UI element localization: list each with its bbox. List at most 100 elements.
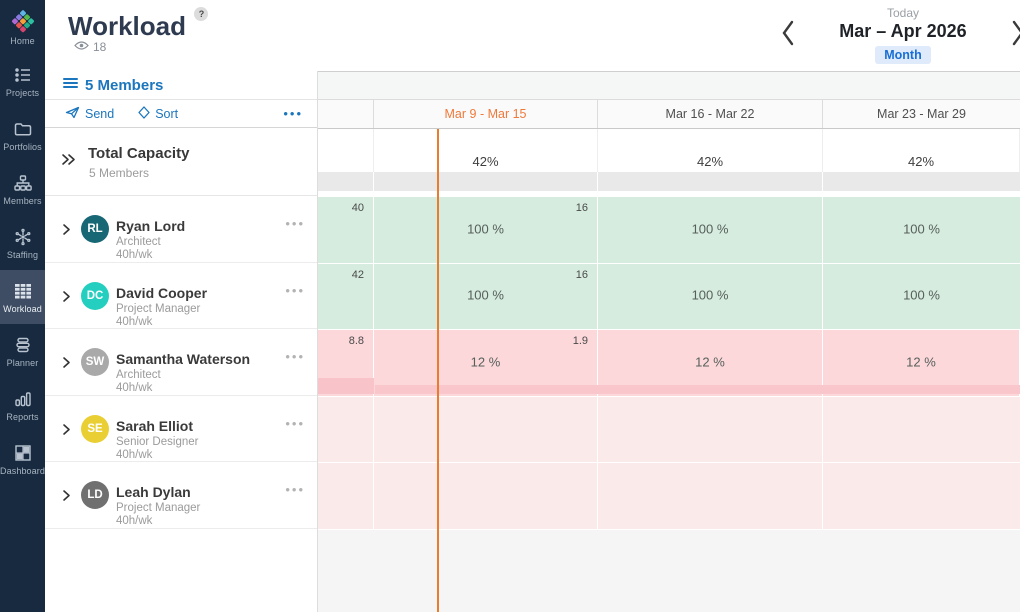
period-selector: Today Mar – Apr 2026 Month	[813, 6, 993, 64]
workload-cell[interactable]	[318, 396, 374, 462]
workload-cell[interactable]: 100 %	[598, 263, 823, 329]
week-header[interactable]: Mar 23 - Mar 29	[877, 107, 966, 121]
total-capacity-title: Total Capacity	[88, 145, 190, 162]
workload-cell[interactable]: 100 %	[823, 263, 1020, 329]
row-chevron-icon[interactable]	[62, 423, 71, 441]
sidebar-item-portfolios[interactable]: Portfolios	[0, 108, 45, 162]
total-capacity-row[interactable]: Total Capacity 5 Members	[45, 128, 317, 196]
row-chevron-icon[interactable]	[62, 356, 71, 374]
capacity-cell[interactable]: 42%	[598, 129, 823, 172]
menu-list-icon[interactable]	[63, 76, 78, 94]
member-hours: 40h/wk	[116, 249, 153, 261]
capacity-cell[interactable]: 42%	[374, 129, 598, 172]
row-chevron-icon[interactable]	[62, 290, 71, 308]
workload-cell[interactable]	[823, 463, 1020, 529]
workload-row-sarah-elliot	[318, 396, 1020, 463]
workload-cell[interactable]: 16 100 %	[374, 197, 598, 263]
sidebar-item-home[interactable]: Home	[0, 0, 45, 54]
member-more-options-icon[interactable]: •••	[285, 482, 305, 497]
panel-more-options-icon[interactable]: •••	[283, 105, 303, 121]
expand-all-icon[interactable]	[61, 153, 76, 171]
member-name: Ryan Lord	[116, 218, 186, 234]
allocation-percent: 100 %	[903, 221, 940, 237]
scheduled-hours: 1.9	[572, 335, 588, 347]
member-hours: 40h/wk	[116, 515, 153, 527]
row-chevron-icon[interactable]	[62, 489, 71, 507]
members-count-label[interactable]: 5 Members	[85, 76, 164, 94]
row-chevron-icon[interactable]	[62, 223, 71, 241]
member-more-options-icon[interactable]: •••	[285, 415, 305, 431]
week-header[interactable]: Mar 16 - Mar 22	[598, 100, 823, 128]
workload-row-samantha-waterson: 8.8 1.9 12 % 12 % 12 %	[318, 330, 1020, 397]
workload-cell[interactable]	[823, 396, 1020, 462]
workload-cell[interactable]: 42	[318, 263, 374, 329]
member-row-david-cooper[interactable]: DC David Cooper Project Manager 40h/wk •…	[45, 263, 317, 329]
page-title: Workload	[68, 11, 186, 41]
sidebar-item-planner[interactable]: Planner	[0, 324, 45, 378]
workload-cell[interactable]: 100 %	[598, 197, 823, 263]
workload-cell[interactable]	[598, 463, 823, 529]
scheduled-hours: 16	[575, 202, 588, 214]
workload-cell[interactable]	[374, 463, 598, 529]
chevron-left-icon	[780, 19, 796, 50]
today-marker-line	[437, 129, 439, 612]
send-plane-icon	[65, 106, 80, 122]
member-more-options-icon[interactable]: •••	[285, 349, 305, 364]
workload-cell[interactable]	[318, 463, 374, 529]
member-name: Leah Dylan	[116, 484, 191, 500]
allocation-bar	[318, 377, 374, 394]
member-role: Project Manager	[116, 502, 201, 514]
member-row-sarah-elliot[interactable]: SE Sarah Elliot Senior Designer 40h/wk •…	[45, 396, 317, 462]
workload-cell[interactable]	[598, 396, 823, 462]
bar-chart-icon	[13, 389, 33, 409]
sidebar-item-workload[interactable]: Workload	[0, 270, 45, 324]
chevron-right-icon	[1010, 19, 1020, 50]
next-period-button[interactable]	[1001, 16, 1020, 52]
grid-filter-strip	[318, 72, 1020, 100]
capacity-cell[interactable]: 42%	[823, 129, 1020, 172]
member-role: Project Manager	[116, 302, 201, 315]
prev-period-button[interactable]	[771, 16, 805, 52]
member-hours: 40h/wk	[116, 448, 153, 461]
sidebar-item-members[interactable]: Members	[0, 162, 45, 216]
sidebar-label-projects: Projects	[5, 87, 40, 98]
view-mode-badge[interactable]: Month	[875, 46, 931, 64]
member-row-ryan-lord[interactable]: RL Ryan Lord Architect 40h/wk •••	[45, 196, 317, 263]
member-role: Senior Designer	[116, 435, 199, 448]
workload-row-ryan-lord: 40 16 100 % 100 % 100 %	[318, 197, 1020, 264]
members-panel: 5 Members Send Sort ••• Tota	[45, 71, 318, 612]
week-header-current[interactable]: Mar 9 - Mar 15	[374, 100, 598, 128]
sidebar-item-reports[interactable]: Reports	[0, 378, 45, 432]
sidebar-item-projects[interactable]: Projects	[0, 54, 45, 108]
sidebar-item-dashboard[interactable]: Dashboard	[0, 432, 45, 486]
members-toolbar: Send Sort •••	[45, 100, 317, 128]
member-row-samantha-waterson[interactable]: SW Samantha Waterson Architect 40h/wk ••…	[45, 329, 317, 396]
eye-icon	[74, 40, 89, 54]
allocation-percent: 100 %	[691, 221, 729, 237]
member-name: David Cooper	[116, 284, 208, 301]
workload-cell[interactable]: 40	[318, 197, 374, 263]
watchers-count[interactable]: 18	[74, 40, 106, 54]
today-label: Today	[886, 6, 920, 20]
workload-cell[interactable]: 16 100 %	[374, 263, 598, 329]
allocation-bar	[375, 384, 1020, 394]
member-row-leah-dylan[interactable]: LD Leah Dylan Project Manager 40h/wk •••	[45, 462, 317, 529]
capacity-cell[interactable]	[318, 129, 374, 172]
avatar: SW	[81, 348, 109, 376]
allocation-percent: 12 %	[695, 354, 725, 370]
sort-button[interactable]: Sort	[138, 105, 178, 122]
total-capacity-grid-row: 42% 42% 42%	[318, 129, 1020, 197]
sidebar-label-dashboard: Dashboard	[0, 465, 45, 476]
sidebar-label-workload: Workload	[3, 303, 42, 314]
scheduled-hours: 40	[351, 202, 364, 214]
help-icon[interactable]: ?	[194, 7, 209, 21]
send-button[interactable]: Send	[65, 106, 114, 122]
week-header-partial[interactable]	[318, 100, 374, 128]
workload-cell[interactable]: 100 %	[823, 197, 1020, 263]
member-more-options-icon[interactable]: •••	[285, 216, 305, 231]
sidebar-item-staffing[interactable]: Staffing	[0, 216, 45, 270]
scheduled-hours: 8.8	[348, 335, 364, 347]
member-more-options-icon[interactable]: •••	[285, 282, 305, 298]
title-block: Workload ?	[68, 7, 209, 42]
workload-cell[interactable]	[374, 396, 598, 462]
